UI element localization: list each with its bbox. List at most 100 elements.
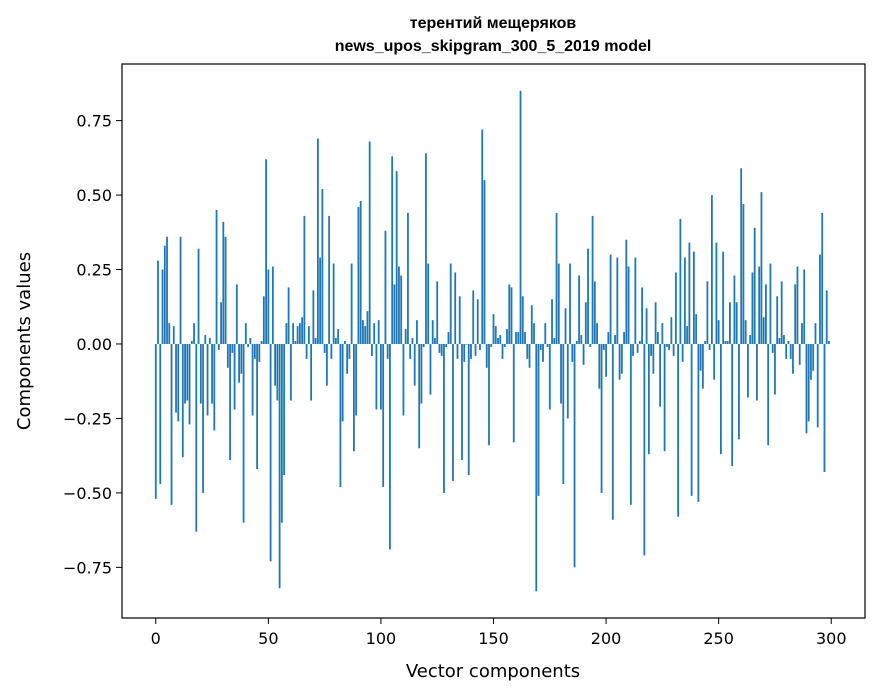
bar xyxy=(172,326,175,344)
bar xyxy=(539,343,542,350)
bar xyxy=(265,159,267,344)
bar xyxy=(328,215,331,344)
bar xyxy=(490,343,493,347)
bar xyxy=(569,263,571,344)
bar xyxy=(337,329,340,344)
bar xyxy=(280,343,283,523)
bar xyxy=(325,343,328,386)
bar xyxy=(695,314,698,344)
bar xyxy=(440,343,443,356)
bar xyxy=(679,218,682,344)
bar xyxy=(706,281,709,344)
x-axis-ticks: 0 50 100 150 200 250 300 xyxy=(151,618,847,648)
bar xyxy=(474,343,477,356)
bar xyxy=(348,343,351,359)
bar xyxy=(503,343,506,347)
bar xyxy=(242,343,245,523)
bar xyxy=(643,343,646,556)
bar xyxy=(729,302,731,344)
bar xyxy=(411,338,414,344)
bar xyxy=(645,308,648,344)
bar xyxy=(276,343,279,401)
bar xyxy=(740,168,743,344)
bar xyxy=(404,329,407,344)
bar xyxy=(359,201,362,344)
bar xyxy=(683,257,686,344)
bar xyxy=(413,343,416,386)
bar xyxy=(641,287,643,344)
bar xyxy=(803,269,806,344)
bar xyxy=(168,323,171,344)
bar xyxy=(454,272,457,344)
bar xyxy=(670,317,673,344)
bar xyxy=(154,343,157,499)
bar xyxy=(226,343,229,368)
bar xyxy=(312,290,315,344)
bar xyxy=(481,129,484,344)
bar xyxy=(512,343,515,443)
bar xyxy=(186,343,189,401)
bar xyxy=(690,343,693,496)
bar xyxy=(389,343,391,550)
x-tick-label: 0 xyxy=(151,629,161,648)
bar xyxy=(251,343,254,416)
y-tick-label: 0.25 xyxy=(76,261,112,280)
bar xyxy=(463,343,466,362)
bar xyxy=(699,343,702,371)
bar xyxy=(166,236,168,344)
bar xyxy=(461,343,463,461)
bar xyxy=(819,254,821,344)
bar xyxy=(735,302,738,344)
bar xyxy=(377,320,380,344)
bar xyxy=(386,343,389,359)
bar xyxy=(217,343,220,350)
bar xyxy=(163,245,166,344)
bar xyxy=(767,343,770,446)
bar xyxy=(208,338,211,344)
bar xyxy=(400,275,403,344)
bar xyxy=(362,320,364,344)
bar xyxy=(668,343,671,350)
bar xyxy=(303,215,306,344)
bar xyxy=(416,320,418,344)
bar xyxy=(674,272,677,344)
bar xyxy=(562,343,565,484)
bar xyxy=(692,251,695,344)
bar xyxy=(316,138,319,344)
bar xyxy=(738,343,740,440)
bar xyxy=(717,320,720,344)
bar xyxy=(344,341,346,344)
bar xyxy=(289,343,292,401)
bar xyxy=(591,215,594,344)
bar xyxy=(231,343,234,353)
bar xyxy=(492,314,495,344)
bar xyxy=(301,317,304,344)
y-axis-label: Components values xyxy=(14,252,35,430)
bar xyxy=(224,236,227,344)
bar xyxy=(566,343,569,419)
bar xyxy=(553,338,556,344)
bar xyxy=(632,343,634,356)
chart-title-line-2: news_upos_skipgram_300_5_2019 model xyxy=(335,38,652,55)
bar xyxy=(346,343,349,374)
bar xyxy=(510,287,513,344)
bar xyxy=(271,266,274,344)
bar xyxy=(283,343,286,476)
y-tick-label: 0.50 xyxy=(76,186,112,205)
bar xyxy=(573,343,576,568)
bar xyxy=(647,343,650,455)
bar xyxy=(402,343,405,416)
bar xyxy=(796,266,799,344)
bar xyxy=(253,343,256,359)
bar xyxy=(659,343,662,407)
bar xyxy=(557,263,560,344)
bar xyxy=(656,332,659,344)
bar xyxy=(175,343,177,413)
bar xyxy=(366,311,369,344)
bar xyxy=(515,332,517,344)
bar xyxy=(434,338,436,344)
chart-title-line-1: терентий мещеряков xyxy=(410,15,577,32)
bar xyxy=(823,343,826,473)
bar xyxy=(650,343,653,356)
bar xyxy=(240,343,243,374)
